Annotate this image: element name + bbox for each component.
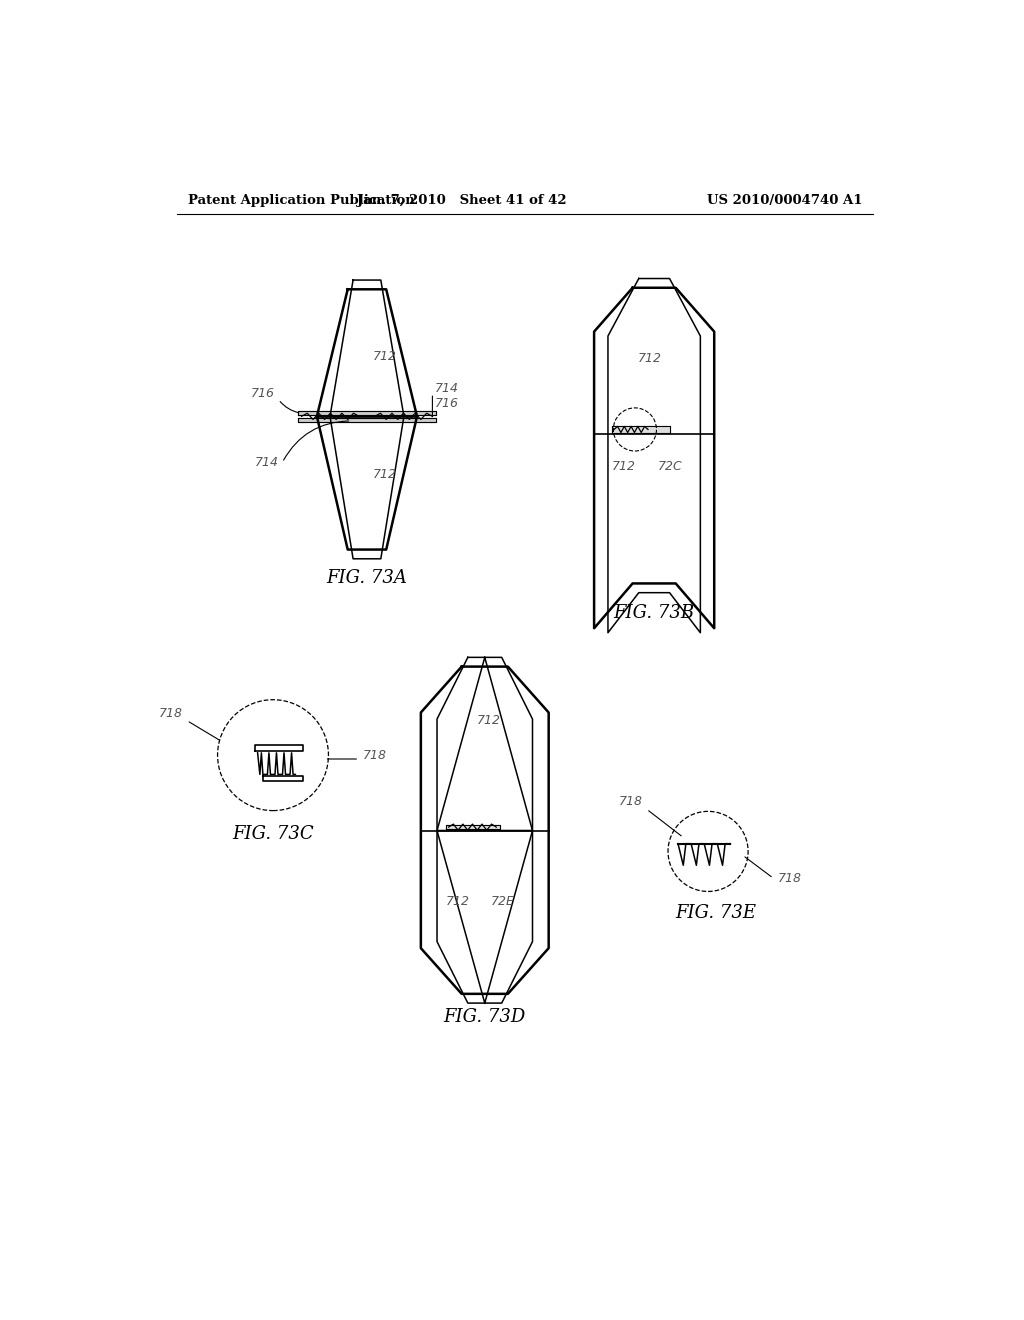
- Text: 712: 712: [476, 714, 501, 727]
- Text: 712: 712: [373, 350, 397, 363]
- Text: FIG. 73C: FIG. 73C: [232, 825, 313, 843]
- Text: 714: 714: [435, 381, 459, 395]
- Text: 716: 716: [251, 387, 274, 400]
- Text: 718: 718: [159, 706, 183, 719]
- Text: Jan. 7, 2010   Sheet 41 of 42: Jan. 7, 2010 Sheet 41 of 42: [356, 194, 566, 207]
- Text: FIG. 73B: FIG. 73B: [613, 603, 694, 622]
- Text: 712: 712: [611, 461, 635, 474]
- Text: 72E: 72E: [490, 895, 515, 908]
- Text: US 2010/0004740 A1: US 2010/0004740 A1: [707, 194, 862, 207]
- Text: 718: 718: [777, 873, 802, 886]
- Text: 72C: 72C: [658, 461, 683, 474]
- Text: FIG. 73A: FIG. 73A: [327, 569, 408, 587]
- Text: 712: 712: [445, 895, 470, 908]
- Text: Patent Application Publication: Patent Application Publication: [188, 194, 415, 207]
- Text: 712: 712: [373, 469, 397, 480]
- Text: FIG. 73D: FIG. 73D: [443, 1008, 526, 1026]
- Text: 718: 718: [364, 748, 387, 762]
- Text: 716: 716: [435, 397, 459, 411]
- Text: FIG. 73E: FIG. 73E: [675, 904, 757, 921]
- Text: 718: 718: [618, 795, 643, 808]
- Text: 712: 712: [638, 352, 663, 366]
- Text: 714: 714: [254, 457, 279, 470]
